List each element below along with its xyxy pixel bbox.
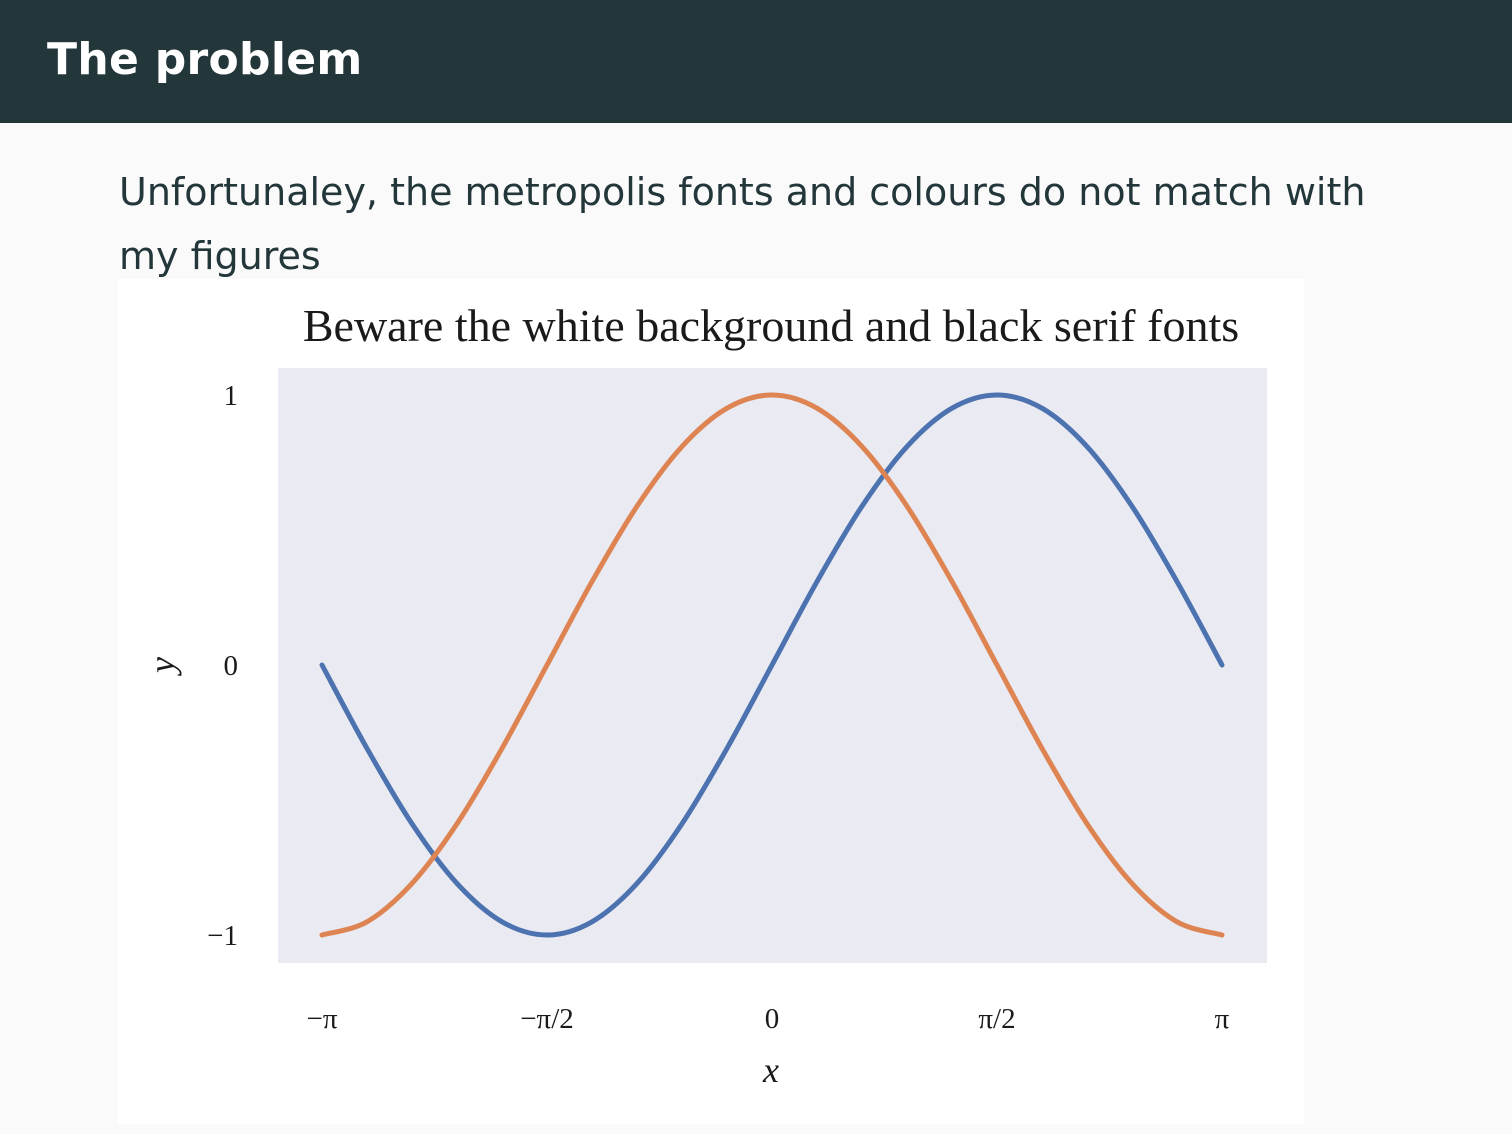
series-line-1 xyxy=(319,392,1225,938)
x-tick-label: −π/2 xyxy=(520,1003,574,1035)
frame-title-bar: The problem xyxy=(0,0,1512,123)
x-tick-label: −π xyxy=(307,1003,338,1035)
series-lines xyxy=(319,392,1225,938)
y-tick-label: 0 xyxy=(224,650,239,682)
x-tick-labels: −π −π/2 0 π/2 π xyxy=(307,1003,1230,1035)
figure: Beware the white background and black se… xyxy=(118,279,1304,1124)
chart-title: Beware the white background and black se… xyxy=(303,300,1239,351)
x-tick-label: π xyxy=(1215,1003,1230,1035)
y-tick-label: 1 xyxy=(224,380,239,412)
y-tick-labels: 1 0 −1 xyxy=(207,380,238,952)
y-tick-label: −1 xyxy=(207,920,238,952)
series-line-0 xyxy=(319,392,1225,938)
x-tick-label: 0 xyxy=(765,1003,780,1035)
body-text: Unfortunaley, the metropolis fonts and c… xyxy=(119,170,1366,278)
y-axis-label: y xyxy=(142,657,182,676)
x-tick-label: π/2 xyxy=(978,1003,1015,1035)
frame-title: The problem xyxy=(47,34,363,85)
x-axis-label: x xyxy=(762,1050,779,1090)
chart: Beware the white background and black se… xyxy=(142,300,1267,1090)
